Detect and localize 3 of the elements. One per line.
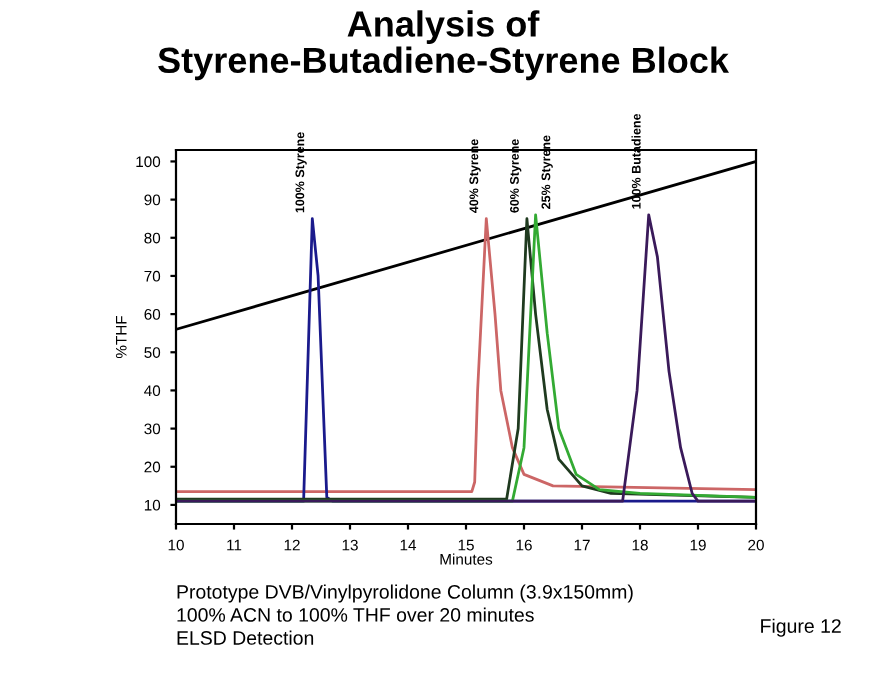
chart-title: Analysis of Styrene-Butadiene-Styrene Block: [158, 10, 730, 81]
text: Prototype DVB/Vinylpyrolidone Column (3.9x150mm) 100% ACN to 100% THF over 20 minutes ELSD Detection: [177, 584, 633, 645]
caption: Figure 12: [761, 618, 841, 637]
